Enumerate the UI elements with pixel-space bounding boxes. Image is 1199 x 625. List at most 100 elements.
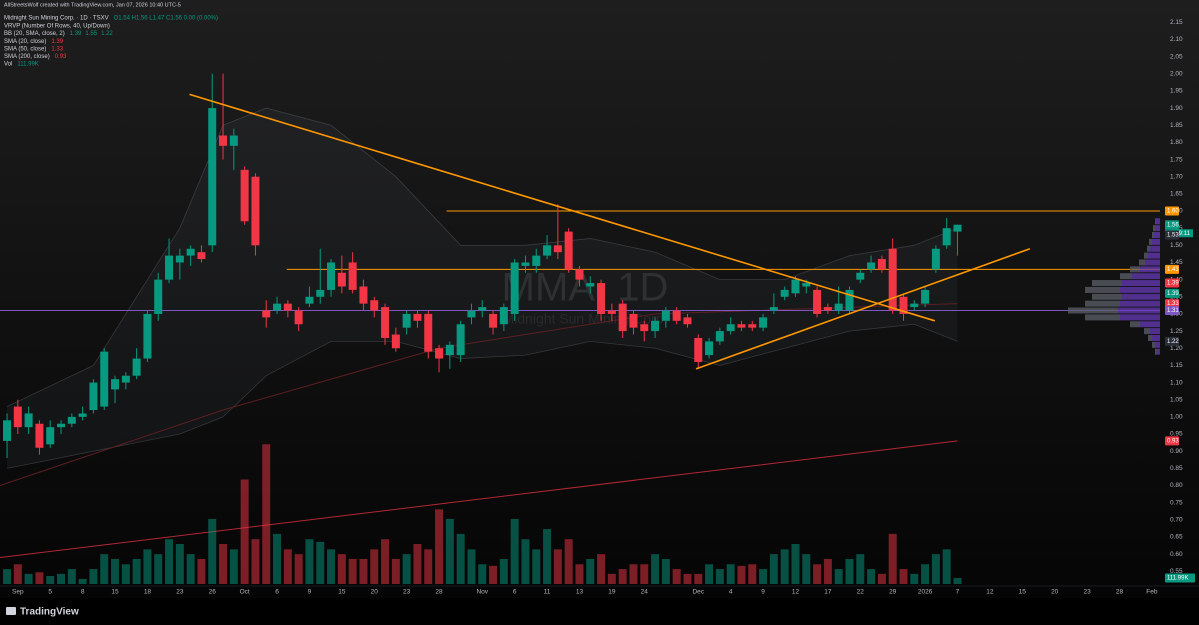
- x-tick-label: Sep: [12, 589, 24, 596]
- profile-up: [1148, 334, 1152, 341]
- price-badge-label: 1.56: [1167, 222, 1179, 228]
- legend-title: Midnight Sun Mining Corp. · 1D · TSXV: [4, 16, 109, 22]
- candle-body: [478, 307, 487, 311]
- candle-body: [13, 406, 22, 428]
- y-tick-label: 0.55: [1170, 568, 1183, 575]
- profile-up: [1130, 321, 1140, 328]
- candle-body: [78, 413, 87, 417]
- profile-up: [1144, 252, 1148, 259]
- candle-body: [229, 135, 238, 146]
- volume-bar: [165, 539, 174, 584]
- volume-bar: [769, 554, 778, 584]
- price-badge: [1165, 278, 1179, 288]
- candle-body: [899, 296, 908, 314]
- price-badge: [1165, 220, 1179, 230]
- profile-up: [1149, 238, 1152, 245]
- profile-up: [1147, 245, 1150, 252]
- profile-down: [1155, 225, 1160, 232]
- candle-body: [640, 324, 649, 332]
- volume-bar: [251, 539, 260, 584]
- volume-bar: [78, 578, 87, 584]
- legend-value: 0.93: [55, 54, 67, 60]
- y-tick-label: 1.05: [1170, 396, 1183, 403]
- volume-bar: [672, 569, 681, 584]
- y-tick-label: 2.00: [1170, 70, 1183, 77]
- volume-bar: [327, 549, 336, 584]
- x-tick-label: 20: [371, 589, 379, 596]
- x-tick-label: 9: [308, 589, 312, 596]
- volume-bar: [607, 573, 616, 584]
- volume-bar: [154, 554, 163, 584]
- volume-bar: [802, 554, 811, 584]
- volume-bar: [413, 544, 422, 584]
- candle-body: [780, 289, 789, 297]
- x-tick-label: 23: [1083, 589, 1091, 596]
- profile-up: [1139, 259, 1145, 266]
- legend-indicator: Vol: [4, 62, 12, 68]
- candle-body: [683, 317, 692, 325]
- legend-value: 1.39: [51, 39, 63, 45]
- candle-body: [100, 351, 109, 407]
- x-tick-label: 8: [81, 589, 85, 596]
- profile-up: [1120, 273, 1132, 280]
- volume-bar: [791, 544, 800, 584]
- legend-value: 1.39: [70, 31, 82, 37]
- candle-body: [672, 310, 681, 321]
- legend-indicator: VRVP (Number Of Rows, 40, Up/Down): [4, 24, 110, 30]
- profile-up: [1130, 266, 1140, 273]
- volume-bar: [229, 549, 238, 584]
- y-tick-label: 1.85: [1170, 122, 1183, 129]
- profile-down: [1148, 252, 1160, 259]
- x-tick-label: 28: [435, 589, 443, 596]
- candle-body: [910, 303, 919, 308]
- x-tick-label: Dec: [692, 589, 704, 596]
- volume-bar: [629, 564, 638, 584]
- candle-body: [402, 313, 411, 328]
- volume-bar: [3, 569, 12, 584]
- volume-bar: [640, 564, 649, 584]
- profile-down: [1120, 300, 1160, 307]
- volume-bar: [402, 554, 411, 584]
- price-badge: [1165, 230, 1179, 240]
- volume-bar: [359, 558, 368, 584]
- volume-bar: [845, 558, 854, 584]
- legend-indicator: SMA (50, close): [4, 46, 46, 52]
- volume-bar: [370, 549, 379, 584]
- candle-body: [262, 310, 271, 318]
- volume-bar: [132, 558, 141, 584]
- candle-body: [532, 255, 541, 266]
- volume-bar: [337, 554, 346, 584]
- watermark: MMA, 1D: [502, 266, 669, 310]
- candle-body: [316, 289, 325, 297]
- y-tick-label: 1.65: [1170, 191, 1183, 198]
- profile-down: [1152, 334, 1160, 341]
- x-tick-label: 12: [986, 589, 994, 596]
- volume-bar: [305, 539, 314, 584]
- candle-body: [381, 307, 390, 338]
- price-badge-label: 1.22: [1167, 339, 1179, 345]
- volume-bar: [780, 549, 789, 584]
- trendline: [189, 93, 936, 322]
- candle-body: [435, 348, 444, 359]
- y-tick-label: 0.95: [1170, 431, 1183, 438]
- candle-body: [165, 255, 174, 280]
- volume-bar: [510, 518, 519, 584]
- candle-body: [726, 324, 735, 332]
- candle-body: [67, 416, 76, 424]
- y-tick-label: 1.70: [1170, 173, 1183, 180]
- x-tick-label: 12: [792, 589, 800, 596]
- candle-body: [327, 262, 336, 290]
- price-badge-label: 1.39: [1167, 281, 1179, 287]
- volume-bar: [24, 573, 33, 584]
- candle-body: [456, 324, 465, 356]
- candle-body: [586, 283, 595, 287]
- candle-body: [705, 341, 714, 356]
- y-tick-label: 2.10: [1170, 36, 1183, 43]
- profile-down: [1140, 266, 1160, 273]
- candle-body: [186, 248, 195, 256]
- candle-body: [251, 176, 260, 246]
- profile-down: [1122, 280, 1160, 287]
- candle-body: [953, 224, 962, 232]
- volume-bar: [834, 569, 843, 584]
- brand-logo[interactable]: TradingView: [6, 607, 79, 618]
